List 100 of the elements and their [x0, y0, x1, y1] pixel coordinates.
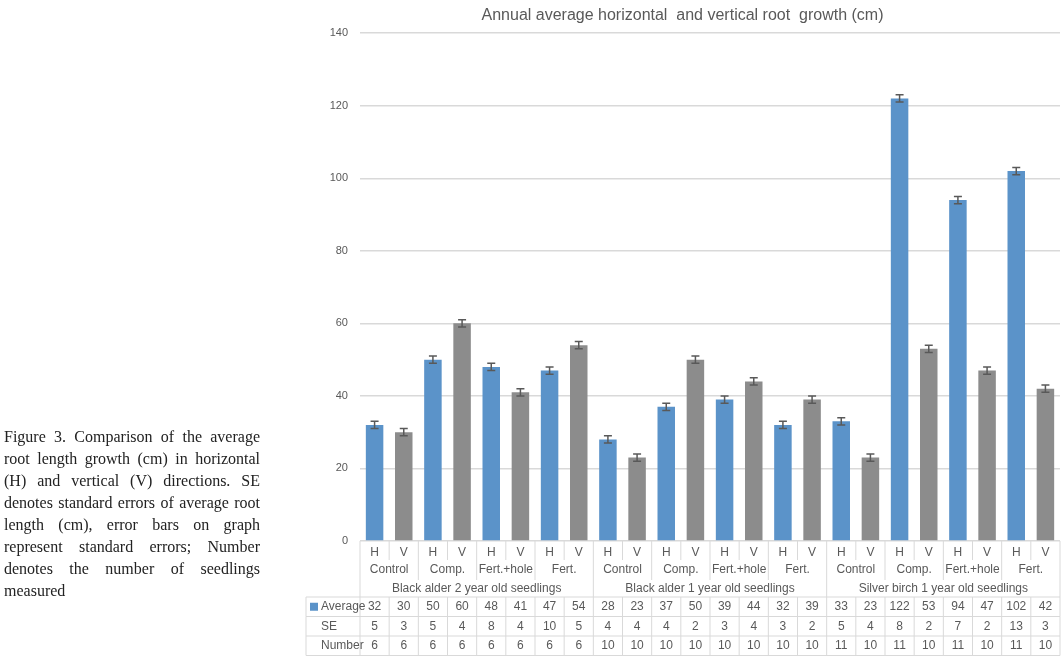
x-tick-label: V: [574, 544, 583, 559]
x-tick-label: H: [661, 544, 671, 559]
text: Fert.: [1018, 562, 1044, 577]
x-tick-label: V: [983, 544, 992, 559]
text: 10: [980, 638, 995, 653]
x-tick-label: V: [691, 544, 700, 559]
text: 6: [575, 638, 583, 653]
data-label: 122: [889, 599, 910, 614]
text: 3: [1042, 618, 1050, 633]
x-tick-label: H: [428, 544, 438, 559]
text: SE: [321, 618, 338, 633]
data-label: 60: [455, 599, 470, 614]
data-label: 30: [397, 599, 411, 614]
text: Control: [603, 562, 642, 577]
x-tick-label: H: [778, 544, 788, 559]
y-tick-label: 40: [335, 388, 348, 401]
data-label: 94: [951, 599, 965, 614]
x-tick-label: V: [458, 544, 467, 559]
text: 10: [688, 638, 703, 653]
x-tick-label: H: [953, 544, 963, 559]
x-tick-label: H: [720, 544, 729, 559]
text: Fert.: [551, 562, 577, 577]
text: 11: [835, 638, 848, 653]
data-label: 41: [513, 599, 528, 614]
y-tick-label: 80: [335, 243, 348, 256]
y-tick-label: 60: [335, 316, 348, 329]
text: 4: [867, 618, 875, 633]
text: Comp.: [429, 562, 466, 577]
text: Black alder 2 year old seedlings: [391, 580, 562, 595]
data-label: 23: [863, 599, 878, 614]
data-label: 39: [717, 599, 732, 614]
legend-label: Average: [321, 599, 366, 614]
text: 4: [458, 618, 466, 633]
text: 10: [601, 638, 615, 653]
text: 11: [1010, 638, 1023, 653]
x-tick-label: V: [633, 544, 642, 559]
text: 5: [575, 618, 583, 633]
text: 6: [487, 638, 495, 653]
x-tick-label: V: [516, 544, 525, 559]
data-label: 44: [747, 599, 761, 614]
text: Fert.+hole: [945, 562, 1000, 577]
x-tick-label: V: [808, 544, 817, 559]
data-label: 48: [484, 599, 499, 614]
text: 10: [776, 638, 790, 653]
data-label: 37: [659, 599, 674, 614]
x-tick-label: V: [924, 544, 933, 559]
text: Control: [836, 562, 876, 577]
text: 10: [659, 638, 674, 653]
text: Fert.+hole: [711, 562, 767, 577]
text: 5: [371, 618, 379, 633]
text: 4: [517, 618, 525, 633]
text: 11: [951, 638, 965, 653]
text: 2: [983, 618, 991, 633]
text: 6: [429, 638, 437, 653]
text: Silver birch 1 year old seedlings: [858, 580, 1029, 595]
x-tick-label: V: [749, 544, 758, 559]
text: Control: [369, 562, 409, 577]
text: Comp.: [896, 562, 932, 577]
text: 3: [400, 618, 408, 633]
data-label: 32: [776, 599, 790, 614]
data-label: 39: [805, 599, 820, 614]
text: 6: [400, 638, 408, 653]
text: 2: [925, 618, 933, 633]
data-label: 50: [426, 599, 440, 614]
y-tick-label: 100: [329, 171, 348, 184]
x-tick-label: H: [1011, 544, 1021, 559]
x-tick-label: H: [486, 544, 496, 559]
y-tick-label: 20: [335, 461, 348, 474]
text: 10: [717, 638, 732, 653]
data-label: 54: [572, 599, 586, 614]
data-label: 47: [542, 599, 557, 614]
data-label: 32: [367, 599, 382, 614]
text: 10: [922, 638, 936, 653]
text: 4: [750, 618, 758, 633]
x-tick-label: H: [836, 544, 846, 559]
y-tick-label: 140: [329, 26, 348, 39]
x-tick-label: V: [866, 544, 875, 559]
text: 6: [371, 638, 379, 653]
text: 6: [517, 638, 525, 653]
text: Fert.: [785, 562, 810, 577]
text: 4: [604, 618, 612, 633]
data-label: 23: [630, 599, 645, 614]
data-label: 102: [1006, 599, 1027, 614]
y-tick-label: 120: [329, 98, 348, 111]
text: 11: [893, 638, 907, 653]
data-label: 50: [688, 599, 703, 614]
text: 8: [896, 618, 904, 633]
text: 3: [779, 618, 787, 633]
x-tick-label: V: [1041, 544, 1050, 559]
text: 6: [458, 638, 466, 653]
text: 5: [429, 618, 437, 633]
text: 6: [546, 638, 554, 653]
text: 10: [542, 618, 557, 633]
x-tick-label: V: [399, 544, 408, 559]
text: 10: [630, 638, 645, 653]
data-label: 42: [1038, 599, 1053, 614]
text: 10: [747, 638, 761, 653]
x-tick-label: H: [545, 544, 554, 559]
text: 10: [863, 638, 878, 653]
text: 4: [633, 618, 641, 633]
